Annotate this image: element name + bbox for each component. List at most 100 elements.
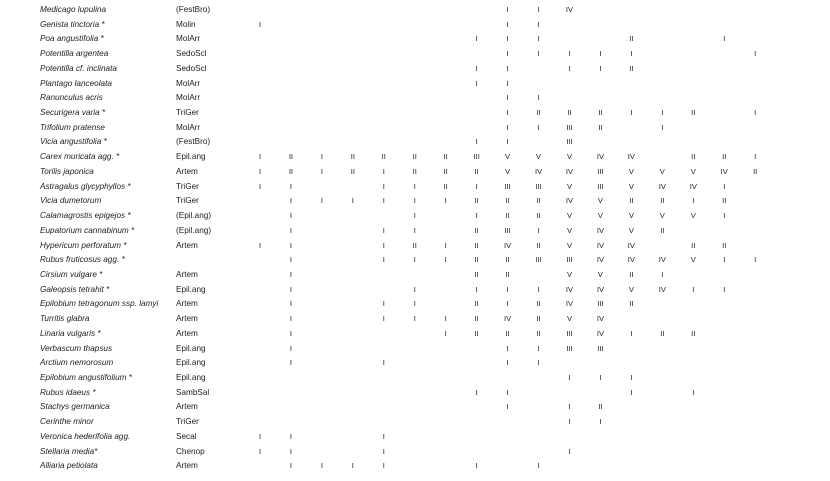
constancy-value: V bbox=[566, 314, 573, 324]
constancy-value: I bbox=[568, 446, 571, 456]
constancy-value: I bbox=[289, 461, 292, 471]
constancy-value: IV bbox=[565, 166, 574, 176]
constancy-value: I bbox=[351, 461, 354, 471]
constancy-value: I bbox=[413, 299, 416, 309]
table-row: Cirsium vulgare * Artem I II II V V II I bbox=[0, 268, 830, 283]
constancy-value: I bbox=[568, 373, 571, 382]
constancy-value: II bbox=[474, 196, 479, 206]
constancy-value: I bbox=[630, 328, 633, 338]
table-row: Trifolium pratense MolArr I I III II I bbox=[0, 121, 830, 136]
constancy-value: II bbox=[691, 240, 696, 250]
table-row: Rubus idaeus * SambSal I I I I bbox=[0, 386, 830, 401]
constancy-value: I bbox=[289, 181, 292, 191]
constancy-value: V bbox=[628, 166, 634, 176]
constancy-value: I bbox=[258, 19, 262, 29]
constancy-value: I bbox=[289, 314, 292, 324]
constancy-value: IV bbox=[565, 299, 574, 309]
constancy-value: IV bbox=[658, 255, 666, 265]
constancy-value: I bbox=[692, 196, 695, 206]
constancy-value: I bbox=[506, 63, 509, 73]
constancy-value: I bbox=[258, 181, 262, 191]
constancy-value: II bbox=[288, 152, 294, 162]
constancy-value: II bbox=[536, 328, 541, 338]
constancy-value: I bbox=[444, 196, 447, 206]
constancy-value: I bbox=[320, 196, 323, 206]
constancy-value: I bbox=[599, 373, 602, 382]
constancy-value: V bbox=[628, 181, 634, 191]
constancy-value: I bbox=[506, 49, 509, 59]
species-name: Genista tinctoria * bbox=[40, 19, 105, 29]
sociological-group: Artem bbox=[176, 269, 198, 279]
constancy-value: II bbox=[598, 122, 603, 132]
constancy-value: I bbox=[413, 181, 416, 191]
species-name: Trifolium pratense bbox=[40, 122, 105, 132]
constancy-value: I bbox=[320, 166, 323, 176]
constancy-value: V bbox=[597, 196, 603, 206]
constancy-value: I bbox=[754, 108, 757, 118]
constancy-value: I bbox=[506, 78, 509, 88]
constancy-value: III bbox=[566, 328, 573, 338]
constancy-value: I bbox=[382, 314, 385, 324]
constancy-value: IV bbox=[720, 166, 728, 176]
sociological-group: MolArr bbox=[176, 78, 201, 88]
constancy-value: III bbox=[535, 181, 542, 191]
constancy-value: I bbox=[382, 255, 385, 265]
species-name: Rubus fruticosus agg. * bbox=[40, 255, 125, 265]
table-row: Arctium nemorosum Epil.ang I I I I bbox=[0, 356, 830, 371]
constancy-value: V bbox=[659, 211, 665, 221]
constancy-value: I bbox=[475, 387, 478, 397]
constancy-value: I bbox=[537, 93, 540, 103]
constancy-value: I bbox=[475, 181, 478, 191]
constancy-value: V bbox=[505, 152, 511, 162]
constancy-value: V bbox=[505, 166, 511, 176]
sociological-group: TriGer bbox=[176, 181, 199, 191]
constancy-value: I bbox=[382, 461, 385, 471]
table-row: Cerinthe minor TriGer I I bbox=[0, 415, 830, 430]
constancy-value: IV bbox=[627, 255, 635, 265]
constancy-value: II bbox=[722, 196, 727, 206]
constancy-value: I bbox=[289, 299, 292, 309]
constancy-value: IV bbox=[596, 284, 605, 294]
constancy-value: III bbox=[597, 166, 604, 176]
constancy-value: II bbox=[691, 328, 696, 338]
constancy-value: I bbox=[506, 299, 509, 309]
constancy-value: I bbox=[568, 49, 571, 59]
table-row: Stachys germanica Artem I I II bbox=[0, 400, 830, 415]
constancy-value: III bbox=[566, 122, 573, 132]
table-row: Plantago lanceolata MolArr I I bbox=[0, 77, 830, 92]
constancy-value: I bbox=[537, 122, 540, 132]
constancy-value: I bbox=[506, 19, 509, 29]
species-name: Ranunculus acris bbox=[40, 93, 103, 103]
constancy-value: II bbox=[443, 181, 448, 191]
constancy-value: III bbox=[504, 225, 511, 235]
table-row: Securigera varia * TriGer I II II II I I II I bbox=[0, 106, 830, 121]
sociological-group: Molin bbox=[176, 19, 196, 29]
constancy-value: II bbox=[505, 269, 510, 279]
constancy-value: I bbox=[413, 211, 416, 221]
constancy-value: I bbox=[754, 152, 757, 162]
sociological-group: SedoScl bbox=[176, 63, 207, 73]
species-name: Rubus idaeus * bbox=[40, 387, 96, 397]
constancy-value: I bbox=[475, 284, 478, 294]
constancy-value: II bbox=[567, 108, 572, 118]
species-name: Securigera varia * bbox=[40, 108, 106, 118]
sociological-group: MolArr bbox=[176, 122, 201, 132]
constancy-value: I bbox=[289, 343, 292, 353]
species-name: Astragalus glycyphyllos * bbox=[40, 181, 131, 191]
constancy-value: IV bbox=[504, 314, 512, 324]
constancy-value: III bbox=[566, 255, 573, 265]
constancy-value: I bbox=[382, 196, 385, 206]
constancy-value: II bbox=[536, 299, 541, 309]
constancy-value: II bbox=[474, 255, 479, 265]
sociological-group: Artem bbox=[176, 299, 198, 309]
constancy-value: I bbox=[630, 373, 633, 382]
table-row: Calamagrostis epigejos * (Epil.ang) I I I II I… bbox=[0, 209, 830, 224]
species-name: Stachys germanica bbox=[40, 402, 110, 412]
constancy-value: I bbox=[382, 166, 385, 176]
constancy-value: I bbox=[413, 314, 416, 324]
constancy-value: IV bbox=[596, 225, 605, 235]
constancy-value: I bbox=[289, 431, 292, 441]
constancy-value: I bbox=[630, 49, 633, 59]
constancy-value: V bbox=[690, 211, 696, 221]
